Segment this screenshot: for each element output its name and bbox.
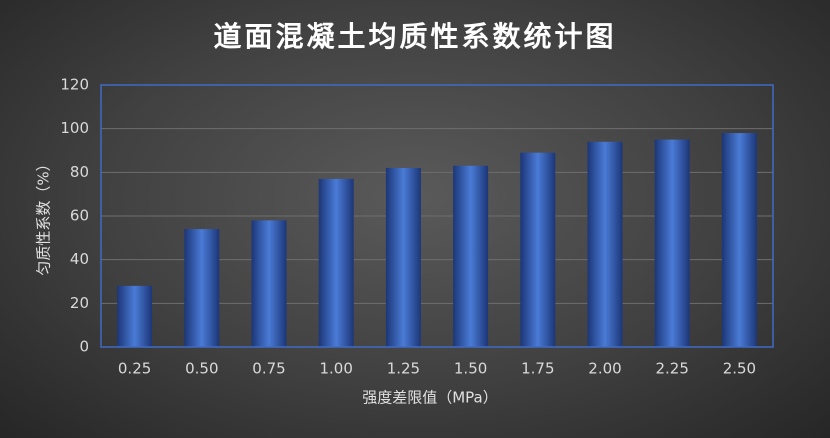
x-tick-label: 1.50 <box>454 360 487 378</box>
y-tick-label: 100 <box>60 119 89 137</box>
bar <box>587 141 623 347</box>
x-tick-label: 1.25 <box>387 360 420 378</box>
x-tick-label: 2.00 <box>588 360 621 378</box>
bar <box>117 285 153 347</box>
x-tick-label: 0.25 <box>118 360 151 378</box>
y-axis-label: 匀质性系数（%） <box>35 156 53 275</box>
x-tick-label: 1.00 <box>319 360 352 378</box>
bar <box>385 167 421 347</box>
bar <box>184 229 220 347</box>
bar <box>318 178 354 347</box>
y-tick-label: 60 <box>70 207 89 225</box>
bar <box>721 133 757 347</box>
x-tick-label: 2.25 <box>655 360 688 378</box>
y-tick-label: 0 <box>79 338 89 356</box>
bar <box>520 152 556 347</box>
bar <box>453 165 489 347</box>
y-tick-label: 40 <box>70 250 89 268</box>
plot-border <box>100 84 774 348</box>
y-tick-label: 20 <box>70 294 89 312</box>
bar <box>251 220 287 347</box>
y-tick-label: 120 <box>60 76 89 94</box>
x-tick-label: 2.50 <box>723 360 756 378</box>
x-tick-label: 0.75 <box>252 360 285 378</box>
y-tick-label: 80 <box>70 163 89 181</box>
bar <box>654 139 690 347</box>
x-tick-label: 1.75 <box>521 360 554 378</box>
chart-title: 道面混凝土均质性系数统计图 <box>213 20 616 53</box>
x-tick-label: 0.50 <box>185 360 218 378</box>
x-axis-label: 强度差限值（MPa） <box>362 389 498 407</box>
